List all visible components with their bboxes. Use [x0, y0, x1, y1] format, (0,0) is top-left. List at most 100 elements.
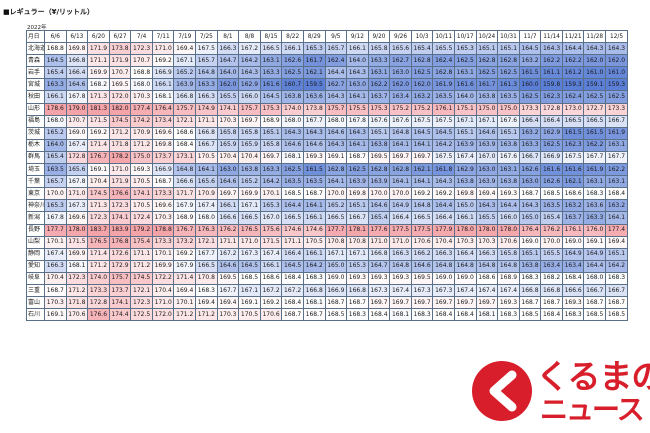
price-cell: 175.3: [367, 102, 391, 116]
price-cell: 169.2: [259, 296, 283, 310]
price-cell: 168.0: [324, 114, 348, 128]
price-cell: 164.4: [561, 42, 585, 56]
price-cell: 166.0: [238, 90, 261, 104]
price-cell: 164.3: [475, 199, 499, 213]
price-cell: 164.5: [259, 90, 283, 104]
price-cell: 166.7: [346, 211, 369, 225]
price-cell: 159.3: [605, 78, 628, 92]
price-cell: 165.1: [367, 126, 391, 140]
price-cell: 167.0: [475, 150, 499, 165]
price-cell: 164.3: [540, 42, 563, 56]
price-cell: 162.4: [561, 90, 585, 104]
header-date-cell: 9/12: [346, 29, 369, 44]
price-cell: 166.1: [216, 199, 240, 213]
price-cell: 164.1: [346, 90, 369, 104]
price-cell: 165.8: [259, 138, 283, 152]
kuruma-news-logo-icon: [472, 361, 532, 421]
price-cell: 168.3: [518, 271, 542, 285]
price-cell: 174.1: [108, 296, 132, 310]
price-cell: 163.5: [302, 175, 326, 189]
table-row: 愛知 166.3 168.1 171.2 172.9 171.2 169.9 167.9 166…: [26, 259, 628, 273]
price-cell: 165.6: [195, 175, 218, 189]
price-cell: 164.0: [453, 90, 477, 104]
price-cell: 163.4: [561, 259, 585, 273]
price-cell: 162.6: [518, 163, 542, 177]
price-cell: 167.3: [238, 247, 261, 261]
price-cell: 168.9: [173, 211, 197, 225]
prefecture-cell: 山形: [26, 102, 45, 116]
price-cell: 163.2: [605, 199, 628, 213]
price-cell: 169.7: [259, 150, 283, 165]
price-cell: 167.2: [281, 283, 304, 298]
price-cell: 161.9: [583, 163, 607, 177]
price-cell: 168.4: [367, 308, 391, 322]
price-cell: 168.5: [583, 308, 607, 322]
price-cell: 168.4: [432, 308, 455, 322]
price-cell: 168.2: [540, 271, 563, 285]
price-cell: 171.9: [108, 175, 132, 189]
price-cell: 176.0: [583, 223, 607, 237]
price-cell: 169.7: [238, 114, 261, 128]
table-row: 北海道 168.8 169.8 171.9 173.8 172.3 171.0 169.4 16…: [26, 42, 628, 56]
price-cell: 163.9: [475, 175, 499, 189]
price-cell: 183.7: [87, 223, 110, 237]
price-cell: 169.1: [238, 296, 261, 310]
prefecture-cell: 石川: [26, 308, 45, 322]
price-cell: 168.1: [281, 150, 304, 165]
price-cell: 163.8: [497, 138, 520, 152]
price-cell: 168.3: [605, 271, 628, 285]
price-cell: 168.5: [281, 187, 304, 201]
header-date-cell: 9/26: [389, 29, 412, 44]
price-cell: 163.9: [173, 78, 197, 92]
header-date-cell: 10/17: [453, 29, 477, 44]
price-cell: 176.1: [561, 223, 585, 237]
price-cell: 171.5: [65, 235, 89, 249]
price-cell: 162.5: [583, 90, 607, 104]
price-cell: 165.2: [44, 126, 67, 140]
price-cell: 167.7: [302, 114, 326, 128]
price-cell: 170.5: [130, 199, 153, 213]
price-cell: 166.7: [583, 283, 607, 298]
price-cell: 169.1: [324, 150, 348, 165]
price-cell: 172.3: [130, 42, 153, 56]
table-row: 福島 168.0 170.7 171.5 174.5 174.2 173.4 172.1 171…: [26, 114, 628, 128]
price-cell: 174.1: [130, 187, 153, 201]
price-cell: 165.5: [216, 90, 240, 104]
price-cell: 170.3: [453, 235, 477, 249]
price-cell: 162.5: [410, 66, 434, 80]
price-cell: 176.8: [108, 235, 132, 249]
price-cell: 173.2: [173, 235, 197, 249]
price-cell: 163.3: [44, 78, 67, 92]
price-cell: 172.1: [130, 283, 153, 298]
price-cell: 164.0: [346, 54, 369, 68]
price-cell: 166.5: [259, 42, 283, 56]
header-date-cell: 6/13: [65, 29, 89, 44]
price-cell: 164.6: [302, 138, 326, 152]
price-cell: 175.1: [453, 102, 477, 116]
price-cell: 172.0: [151, 308, 175, 322]
price-cell: 167.9: [173, 259, 197, 273]
price-cell: 176.4: [151, 102, 175, 116]
price-cell: 169.9: [238, 187, 261, 201]
price-cell: 166.6: [561, 283, 585, 298]
price-cell: 161.6: [561, 163, 585, 177]
price-cell: 165.1: [259, 126, 283, 140]
price-cell: 163.9: [367, 175, 391, 189]
price-cell: 160.7: [281, 78, 304, 92]
price-cell: 161.7: [475, 78, 499, 92]
price-cell: 170.1: [151, 247, 175, 261]
price-cell: 171.4: [87, 138, 110, 152]
price-cell: 163.8: [497, 175, 520, 189]
price-cell: 165.0: [324, 259, 348, 273]
price-cell: 168.5: [324, 308, 348, 322]
price-cell: 171.1: [87, 54, 110, 68]
price-cell: 169.0: [518, 235, 542, 249]
price-cell: 163.3: [518, 138, 542, 152]
prefecture-cell: 富山: [26, 296, 45, 310]
price-cell: 163.0: [518, 175, 542, 189]
price-cell: 164.8: [475, 259, 499, 273]
price-cell: 164.5: [44, 54, 67, 68]
price-cell: 168.2: [87, 78, 110, 92]
price-cell: 166.0: [497, 211, 520, 225]
price-cell: 168.7: [324, 296, 348, 310]
